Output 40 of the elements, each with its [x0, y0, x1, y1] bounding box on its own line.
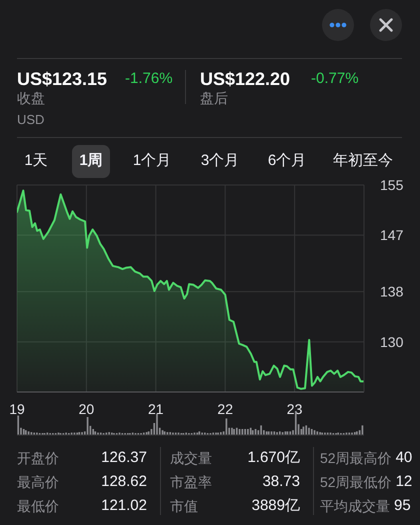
text: 1天 — [24, 152, 48, 169]
y-tick-label: 130 — [380, 334, 404, 350]
text: 38.73 — [262, 473, 300, 490]
x-tick-label: 23 — [286, 400, 303, 417]
text: 52周最高价 — [320, 450, 392, 466]
text: 3889亿 — [252, 497, 300, 514]
text: 1周 — [79, 152, 103, 169]
text: 3个月 — [200, 152, 240, 169]
text: 年初至今 — [333, 152, 393, 169]
x-tick-label: 21 — [148, 400, 164, 417]
text: 成交量 — [170, 450, 212, 466]
x-tick-label: 20 — [78, 400, 94, 417]
text: 1个月 — [132, 152, 172, 169]
y-tick-label: 138 — [380, 284, 404, 300]
text: 市值 — [170, 498, 198, 514]
text: 平均成交量 — [320, 498, 390, 514]
text: 最低价 — [17, 498, 59, 514]
y-tick-label: 147 — [380, 227, 404, 244]
text: -1.76% — [125, 70, 173, 87]
text: 128.62 — [101, 473, 147, 490]
text: 121.02 — [101, 497, 147, 514]
text: 40 — [396, 449, 412, 466]
text: 开盘价 — [17, 450, 59, 466]
text: 12 — [396, 473, 412, 490]
text: -0.77% — [311, 70, 359, 87]
text: 收盘 — [17, 90, 45, 106]
text: 市盈率 — [170, 474, 212, 490]
text: US$123.15 — [17, 69, 108, 89]
x-tick-label: 22 — [217, 400, 234, 417]
text: 最高价 — [17, 474, 59, 490]
text: 95 — [394, 497, 411, 514]
text: 1.670亿 — [247, 449, 300, 466]
x-tick-label: 19 — [9, 400, 25, 417]
text: 126.37 — [101, 449, 147, 466]
y-tick-label: 155 — [380, 176, 404, 193]
text: 52周最低价 — [320, 474, 392, 490]
text: 6个月 — [268, 152, 306, 169]
text: USD — [17, 112, 44, 127]
text: 盘后 — [200, 90, 228, 106]
text: US$122.20 — [200, 69, 290, 89]
